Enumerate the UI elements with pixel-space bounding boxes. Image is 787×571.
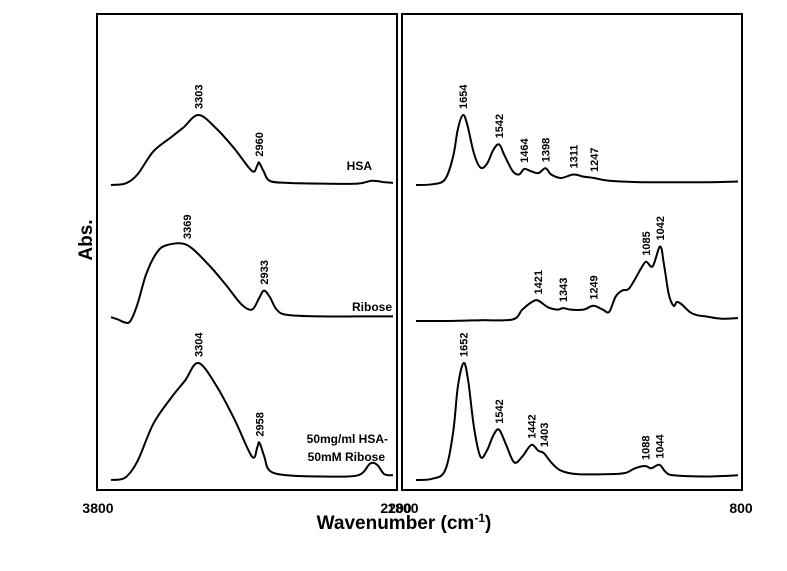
series-label: Ribose [352, 300, 392, 314]
peak-label: 1042 [655, 216, 667, 240]
x-axis-title: Wavenumber (cm-1) [317, 511, 492, 534]
peak-label: 1652 [459, 333, 471, 357]
series-label: HSA [347, 159, 373, 173]
series-label: 50mg/ml HSA-50mM Ribose [307, 432, 388, 464]
peak-label: 1311 [569, 145, 581, 169]
chart-labels: 3800 2200 3303 2960 HSA 3369 2933 Ribose 3304 295… [82, 84, 752, 516]
tick-label: 800 [729, 500, 753, 516]
peak-label: 1654 [458, 84, 470, 109]
peak-label: 1343 [558, 278, 570, 302]
peak-label: 3304 [193, 332, 205, 357]
tick-label: 2200 [380, 500, 411, 516]
peak-label: 1464 [519, 138, 531, 163]
spectra-curves [110, 113, 739, 481]
peak-label: 1247 [589, 148, 601, 172]
panel-frame-2 [401, 13, 743, 491]
peak-label: 3369 [182, 215, 194, 239]
peak-label: 1542 [494, 399, 506, 423]
spectrum-line [110, 114, 394, 186]
spectrum-line [415, 113, 739, 186]
spectrum-line [415, 361, 739, 481]
peak-label: 1442 [526, 414, 538, 438]
peak-label: 1398 [540, 138, 552, 162]
peak-label: 1044 [654, 433, 666, 458]
tick-label: 3800 [82, 500, 113, 516]
spectrum-line [110, 362, 394, 481]
peak-label: 2958 [254, 412, 266, 436]
peak-label: 1421 [533, 270, 545, 294]
peak-label: 2933 [259, 260, 271, 284]
peak-label: 1088 [640, 436, 652, 460]
peak-label: 1085 [641, 231, 653, 255]
peak-label: 2960 [254, 132, 266, 156]
peak-label: 3303 [194, 85, 206, 109]
tick-label: 1800 [387, 500, 418, 516]
spectrum-line [415, 245, 739, 323]
peak-label: 1542 [494, 114, 506, 138]
panel-frame-1 [96, 13, 398, 491]
peak-label: 1403 [539, 423, 551, 447]
spectrum-line [110, 242, 393, 324]
peak-label: 1249 [588, 275, 600, 299]
y-axis-title: Abs. [76, 219, 97, 260]
panel-frames [96, 13, 743, 491]
